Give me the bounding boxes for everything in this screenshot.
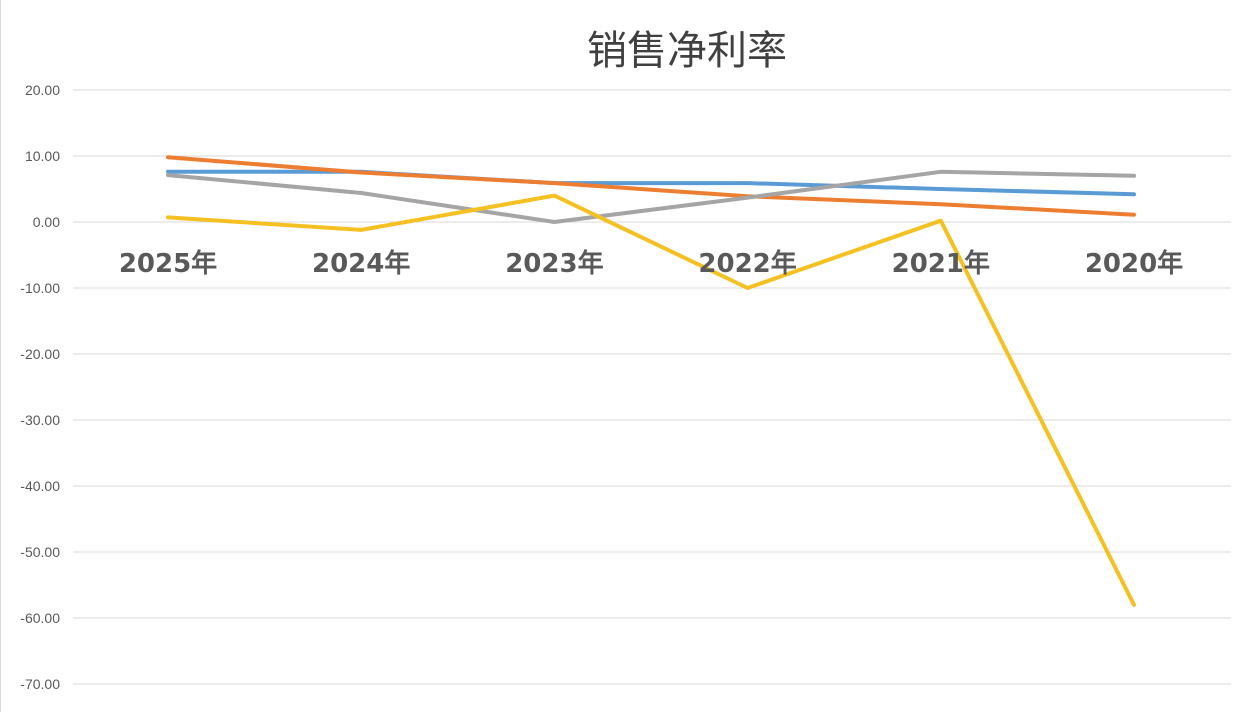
chart-title: 销售净利率 <box>587 28 787 74</box>
x-tick-label: 2024年 <box>312 248 410 279</box>
y-tick-label: -30.00 <box>20 412 60 428</box>
series-line-4 <box>166 193 1136 607</box>
x-axis-ticks: 2025年 2024年 2023年 2022年 2021年 2020年 <box>119 248 1183 279</box>
gridlines <box>73 89 1231 685</box>
y-tick-label: -70.00 <box>20 676 60 692</box>
x-tick-label: 2025年 <box>119 248 217 279</box>
y-tick-label: -40.00 <box>20 478 60 494</box>
y-tick-label: 0.00 <box>33 214 60 230</box>
series-line-3 <box>166 169 1136 224</box>
series-line-2 <box>166 155 1136 217</box>
y-axis-ticks: 20.00 10.00 0.00 -10.00 -20.00 -30.00 -40.00 -5… <box>20 82 60 692</box>
series-lines <box>166 155 1136 607</box>
x-tick-label: 2023年 <box>505 248 603 279</box>
y-tick-label: -50.00 <box>20 544 60 560</box>
x-tick-label: 2020年 <box>1085 248 1183 279</box>
y-tick-label: -60.00 <box>20 610 60 626</box>
x-tick-label: 2021年 <box>892 248 990 279</box>
y-tick-label: 20.00 <box>25 82 60 98</box>
y-tick-label: 10.00 <box>25 148 60 164</box>
x-tick-label: 2022年 <box>698 248 796 279</box>
y-tick-label: -10.00 <box>20 280 60 296</box>
y-tick-label: -20.00 <box>20 346 60 362</box>
